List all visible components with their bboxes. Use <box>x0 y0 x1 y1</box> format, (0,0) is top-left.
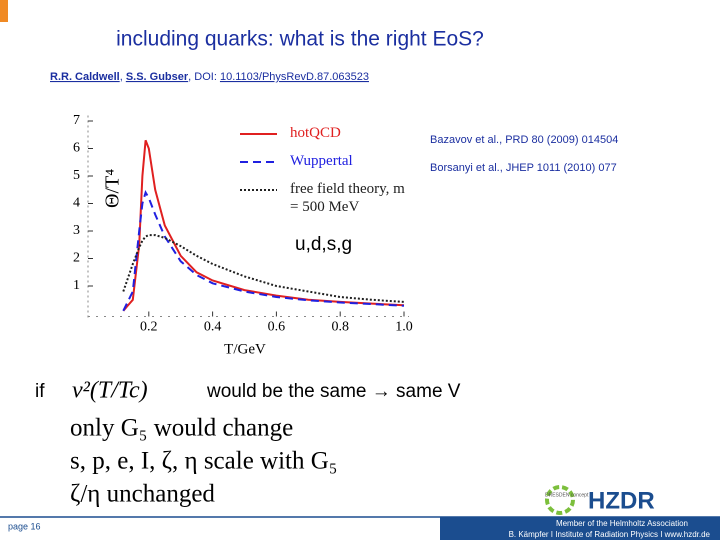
y-tick-label: 1 <box>73 278 80 293</box>
y-tick-label: 4 <box>73 196 80 211</box>
annotation: u,d,s,g <box>295 234 352 255</box>
page-number: page 16 <box>8 521 41 531</box>
slide-title: including quarks: what is the right EoS? <box>116 28 484 51</box>
logo: HZDR <box>588 487 655 514</box>
doi: 10.1103/PhysRevD.87.063523 <box>220 71 369 83</box>
logo-text: DRESDEN concept <box>545 492 589 498</box>
logo-ring <box>545 485 575 515</box>
y-tick-label: 3 <box>73 223 80 238</box>
formula: v²(T/Tc) <box>72 378 148 404</box>
same-text: would be the same → same V <box>206 381 461 402</box>
if-text: if <box>35 381 45 402</box>
footer-text: Member of the Helmholtz Association <box>556 519 688 528</box>
x-tick-label: 0.4 <box>204 320 222 335</box>
annotation: Borsanyi et al., JHEP 1011 (2010) 077 <box>430 162 617 174</box>
y-tick-label: 7 <box>73 113 80 128</box>
annotation: Bazavov et al., PRD 80 (2009) 014504 <box>430 134 618 146</box>
legend-label: Wuppertal <box>290 153 353 169</box>
x-tick-label: 1.0 <box>395 320 413 335</box>
sep: , <box>120 71 126 83</box>
y-tick-label: 6 <box>73 141 80 156</box>
series-line <box>122 139 405 312</box>
footer-bar <box>440 517 720 540</box>
author: S.S. Gubser <box>126 71 189 83</box>
x-axis-label: T/GeV <box>224 341 266 357</box>
y-tick-label: 2 <box>73 251 80 266</box>
y-axis-label: Θ/T⁴ <box>102 169 124 208</box>
sep: , DOI: <box>188 71 220 83</box>
corner-mark <box>0 0 8 22</box>
author: R.R. Caldwell <box>50 71 120 83</box>
plot: 1 2 3 4 5 6 7 0.2 0.4 0.6 0.8 1.0 hotQCD Wuppertal fre… <box>73 113 413 335</box>
series-line <box>122 234 405 303</box>
legend-item: hotQCD <box>290 125 341 141</box>
legend-item: Wuppertal <box>290 153 353 169</box>
y-tick-label: 5 <box>73 168 80 183</box>
legend-item: free field theory, m = 500 MeV <box>290 181 405 215</box>
statement: s, p, e, I, ζ, η scale with G₅ <box>70 448 338 475</box>
legend-label: hotQCD <box>290 125 341 141</box>
series-line <box>122 189 405 312</box>
legend-label: free field theory, m = 500 MeV <box>290 181 405 215</box>
x-tick-label: 0.6 <box>268 320 286 335</box>
footer-text: B. Kämpfer I Institute of Radiation Phys… <box>509 530 711 539</box>
statement: only G₅ would change <box>70 415 293 442</box>
x-tick-label: 0.8 <box>331 320 349 335</box>
citation: R.R. Caldwell, S.S. Gubser, DOI: 10.1103… <box>50 71 369 83</box>
statement: ζ/η unchanged <box>70 481 215 508</box>
x-tick-label: 0.2 <box>140 320 158 335</box>
